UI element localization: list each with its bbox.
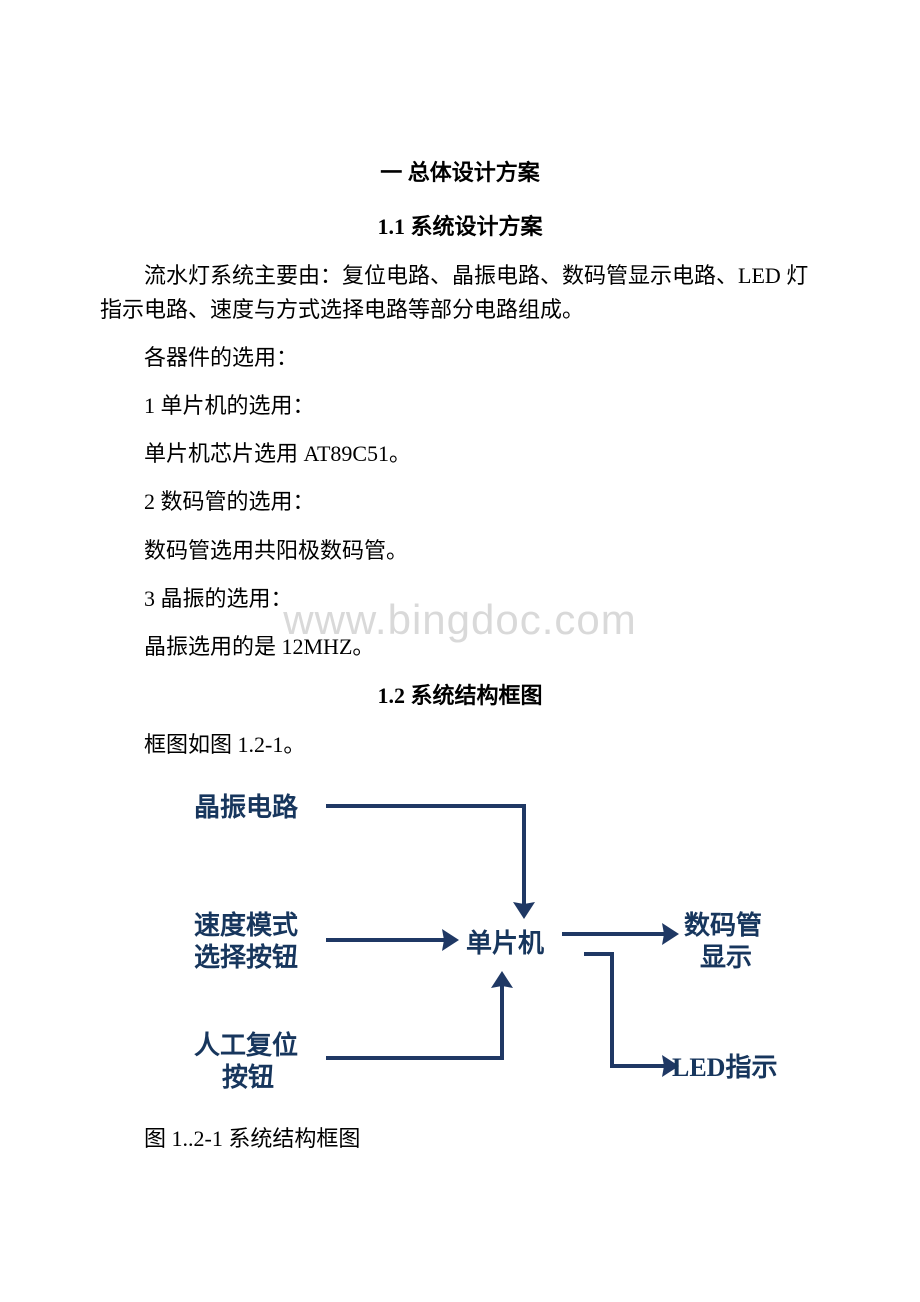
diagram-node-label: 显示: [700, 943, 752, 972]
diagram-edge: [326, 986, 502, 1058]
diagram-edge: [326, 806, 524, 904]
para-c2-body: 数码管选用共阳极数码管。: [100, 534, 820, 568]
heading-1-1: 1.1 系统设计方案: [100, 209, 820, 241]
para-fig-ref: 框图如图 1.2-1。: [100, 728, 820, 762]
heading-1-2: 1.2 系统结构框图: [100, 678, 820, 710]
para-c1-title: 1 单片机的选用：: [100, 389, 820, 423]
diagram-node-label: 按钮: [222, 1062, 274, 1092]
arrowhead-icon: [491, 971, 513, 988]
system-block-diagram: 晶振电路速度模式选择按钮人工复位按钮 单片机 数码管显示 LED指示: [144, 776, 820, 1111]
diagram-node-label: 晶振电路: [194, 792, 299, 822]
arrowhead-icon: [442, 929, 459, 951]
para-c1-body: 单片机芯片选用 AT89C51。: [100, 437, 820, 471]
diagram-node-label: 选择按钮: [194, 942, 298, 972]
para-intro: 流水灯系统主要由：复位电路、晶振电路、数码管显示电路、LED 灯指示电路、速度与…: [100, 259, 820, 327]
diagram-svg: 晶振电路速度模式选择按钮人工复位按钮 单片机 数码管显示 LED指示: [144, 776, 804, 1106]
document-content: 一 总体设计方案 1.1 系统设计方案 流水灯系统主要由：复位电路、晶振电路、数…: [100, 155, 820, 1153]
arrowhead-icon: [513, 902, 535, 919]
diagram-node-label: 速度模式: [194, 910, 298, 940]
heading-1: 一 总体设计方案: [100, 155, 820, 187]
diagram-node-label: LED指示: [672, 1053, 777, 1082]
diagram-node-label: 人工复位: [194, 1030, 298, 1060]
para-c3-title: 3 晶振的选用：: [100, 582, 820, 616]
diagram-node-label: 数码管: [684, 911, 762, 940]
diagram-node-label: 单片机: [466, 929, 544, 958]
para-c3-body: 晶振选用的是 12MHZ。: [100, 630, 820, 664]
para-c2-title: 2 数码管的选用：: [100, 485, 820, 519]
diagram-edge: [584, 954, 664, 1066]
figure-caption: 图 1..2-1 系统结构框图: [100, 1121, 820, 1153]
arrowhead-icon: [662, 923, 679, 945]
para-components-label: 各器件的选用：: [100, 341, 820, 375]
